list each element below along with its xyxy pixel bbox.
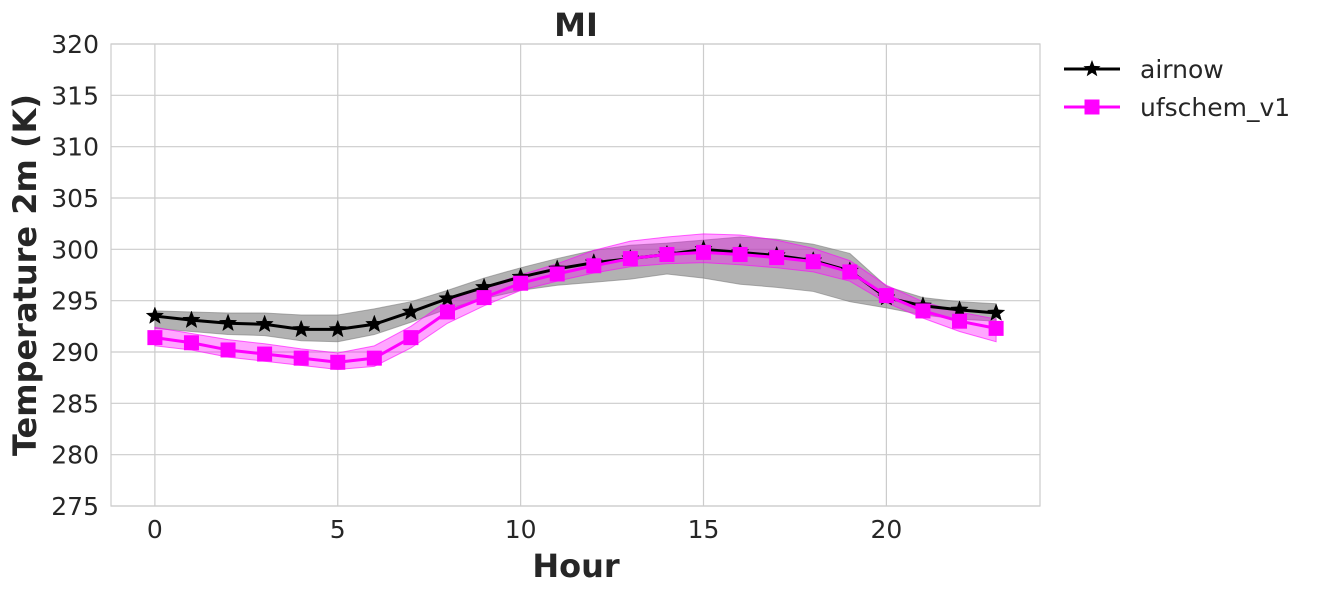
legend-label-ufschem-v1: ufschem_v1 — [1140, 93, 1290, 122]
point-ufschem-v1 — [293, 350, 309, 366]
point-airnow — [218, 313, 238, 332]
tick-label-layer: 275 280 285 290 295 300 305 310 315 320 0 5 10 15 20 — [51, 30, 902, 544]
point-ufschem-v1 — [257, 346, 273, 362]
y-tick-label: 320 — [51, 30, 99, 59]
legend-star-icon — [1083, 60, 1101, 77]
point-ufschem-v1 — [586, 258, 602, 274]
point-airnow — [291, 319, 311, 338]
y-tick-label: 275 — [51, 492, 99, 521]
point-airnow — [365, 314, 384, 333]
x-tick-label: 10 — [505, 515, 537, 544]
point-ufschem-v1 — [915, 303, 931, 319]
point-airnow — [145, 306, 165, 324]
y-tick-label: 290 — [51, 338, 99, 367]
point-ufschem-v1 — [769, 250, 785, 266]
point-ufschem-v1 — [439, 304, 455, 320]
y-tick-label: 315 — [51, 81, 99, 110]
point-ufschem-v1 — [732, 246, 748, 262]
legend-square-icon — [1084, 99, 1100, 115]
point-airnow — [401, 302, 421, 320]
point-airnow — [438, 288, 457, 307]
y-tick-label: 310 — [51, 133, 99, 162]
point-ufschem-v1 — [842, 264, 858, 280]
legend-label-airnow: airnow — [1140, 55, 1224, 84]
point-ufschem-v1 — [476, 290, 492, 306]
point-ufschem-v1 — [183, 335, 199, 351]
y-tick-label: 300 — [51, 235, 99, 264]
point-ufschem-v1 — [878, 288, 894, 304]
plot-frame — [110, 43, 1041, 507]
x-tick-label: 5 — [330, 515, 346, 544]
y-tick-label: 305 — [51, 184, 99, 213]
x-tick-label: 15 — [688, 515, 720, 544]
point-ufschem-v1 — [988, 320, 1004, 336]
y-axis-title: Temperature 2m (K) — [6, 94, 44, 456]
point-airnow — [182, 310, 201, 329]
x-axis-title: Hour — [532, 547, 620, 585]
point-ufschem-v1 — [403, 330, 419, 346]
point-ufschem-v1 — [366, 350, 382, 366]
point-airnow — [328, 319, 347, 338]
y-tick-label: 295 — [51, 287, 99, 316]
marker-layer — [145, 239, 1006, 370]
point-airnow — [255, 314, 274, 333]
y-tick-label: 280 — [51, 441, 99, 470]
point-ufschem-v1 — [513, 275, 529, 291]
point-airnow — [986, 303, 1006, 321]
point-ufschem-v1 — [147, 330, 163, 346]
x-tick-label: 0 — [147, 515, 163, 544]
point-ufschem-v1 — [696, 244, 712, 260]
point-ufschem-v1 — [659, 246, 675, 262]
legend: airnow ufschem_v1 — [1064, 55, 1290, 122]
point-ufschem-v1 — [952, 313, 968, 329]
point-ufschem-v1 — [220, 342, 236, 358]
point-ufschem-v1 — [622, 251, 638, 267]
x-tick-label: 20 — [870, 515, 902, 544]
chart-title: MI — [554, 6, 598, 44]
y-tick-label: 285 — [51, 389, 99, 418]
point-ufschem-v1 — [805, 254, 821, 270]
point-ufschem-v1 — [330, 354, 346, 370]
point-ufschem-v1 — [549, 266, 565, 282]
